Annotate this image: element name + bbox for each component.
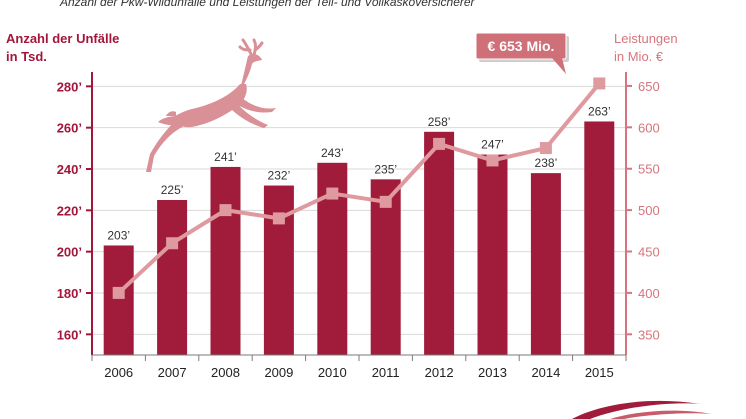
line-marker-2011: [379, 195, 392, 208]
right-tick-label: 650: [638, 79, 660, 94]
line-marker-2007: [166, 237, 179, 250]
line-marker-2012: [433, 137, 446, 150]
line-marker-2013: [486, 154, 499, 167]
bar-value-label: 235’: [374, 162, 397, 176]
line-marker-2008: [219, 204, 232, 217]
left-axis-label-line2: in Tsd.: [6, 49, 47, 64]
x-tick-label: 2011: [372, 365, 400, 380]
bar-2014: [530, 173, 561, 355]
x-tick-labels: 2006 2007 2008 2009 2010 2011 2012 2013 2014 2015: [104, 365, 614, 380]
bar-series: [103, 121, 615, 355]
bar-2009: [263, 185, 294, 355]
x-tick-label: 2007: [158, 365, 187, 380]
bar-value-label: 247’: [481, 138, 504, 152]
x-tick-label: 2010: [318, 365, 347, 380]
right-tick-label: 450: [638, 245, 660, 260]
bar-2007: [157, 200, 188, 355]
bar-value-label: 225’: [161, 183, 184, 197]
bar-2013: [477, 154, 508, 355]
right-axis-label-line2: in Mio. €: [614, 49, 664, 64]
x-tick-label: 2006: [104, 365, 133, 380]
right-tick-labels: 350 400 450 500 550 600 650: [638, 79, 660, 342]
line-marker-2014: [539, 142, 552, 155]
left-tick-label: 160’: [57, 327, 82, 342]
deer-icon: [146, 38, 276, 172]
line-marker-2006: [112, 286, 125, 299]
bar-value-label: 241’: [214, 150, 237, 164]
x-tick-label: 2009: [264, 365, 293, 380]
left-tick-label: 260’: [57, 121, 82, 136]
bar-value-label: 263’: [588, 104, 611, 118]
chart-subtitle: Anzahl der Pkw-Wildunfälle und Leistunge…: [59, 0, 476, 9]
right-tick-label: 400: [638, 286, 660, 301]
bar-value-label: 258’: [428, 115, 451, 129]
right-axis-label-line1: Leistungen: [614, 31, 678, 46]
line-marker-2010: [326, 187, 339, 200]
bar-value-label: 243’: [321, 146, 344, 160]
right-tick-label: 500: [638, 203, 660, 218]
x-tick-label: 2008: [211, 365, 240, 380]
line-series: [112, 77, 606, 299]
x-tick-label: 2015: [585, 365, 614, 380]
right-tick-label: 600: [638, 120, 660, 135]
bar-value-label: 232’: [268, 169, 291, 183]
bar-2015: [584, 121, 615, 355]
bar-2006: [103, 245, 134, 355]
right-tick-label: 550: [638, 162, 660, 177]
left-tick-label: 280’: [57, 79, 82, 94]
line-marker-2015: [593, 77, 606, 90]
line-marker-2009: [272, 212, 285, 225]
bar-2008: [210, 166, 241, 355]
left-tick-labels: 160’ 180’ 200’ 220’ 240’ 260’ 280’: [57, 79, 82, 342]
bar-2011: [370, 179, 401, 355]
logo-swoosh: [572, 400, 712, 419]
right-tick-label: 350: [638, 327, 660, 342]
x-tick-label: 2012: [425, 365, 454, 380]
x-tick-label: 2014: [531, 365, 560, 380]
left-axis-label-line1: Anzahl der Unfälle: [6, 31, 119, 46]
callout-pointer: [552, 58, 566, 74]
bar-value-label: 203’: [107, 228, 130, 242]
left-tick-label: 240’: [57, 162, 82, 177]
callout-label: € 653 Mio.: [488, 38, 555, 54]
line-path: [117, 82, 601, 295]
bar-value-label: 238’: [535, 156, 558, 170]
bar-2012: [424, 131, 455, 355]
left-tick-label: 200’: [57, 245, 82, 260]
axes: [86, 72, 632, 361]
left-tick-label: 180’: [57, 286, 82, 301]
left-tick-label: 220’: [57, 203, 82, 218]
bar-value-labels: 203’ 225’ 241’ 232’ 243’ 235’ 258’ 247’ 238’ 263’: [107, 104, 610, 242]
x-tick-label: 2013: [478, 365, 507, 380]
callout-box: € 653 Mio.: [475, 32, 569, 74]
